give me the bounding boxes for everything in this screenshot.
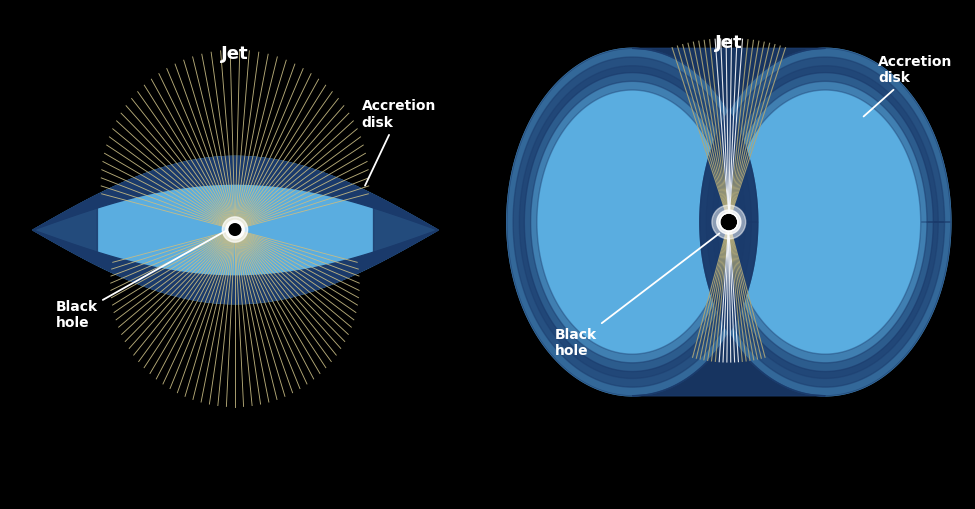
Polygon shape (507, 48, 758, 396)
Text: Jet: Jet (715, 34, 743, 52)
Text: Black
hole: Black hole (555, 234, 720, 358)
Text: Black
hole: Black hole (56, 231, 225, 330)
Polygon shape (520, 66, 745, 379)
Circle shape (722, 214, 736, 230)
Polygon shape (706, 57, 945, 387)
Polygon shape (700, 48, 951, 396)
Polygon shape (713, 66, 938, 379)
Circle shape (226, 220, 244, 239)
Circle shape (222, 217, 248, 242)
Circle shape (228, 223, 242, 236)
Polygon shape (700, 48, 951, 396)
Polygon shape (507, 48, 758, 396)
Text: Accretion
disk: Accretion disk (864, 55, 953, 117)
Circle shape (717, 210, 741, 234)
Polygon shape (513, 57, 752, 387)
Circle shape (712, 205, 746, 239)
Text: (b): (b) (717, 479, 742, 498)
Text: Jet: Jet (221, 45, 249, 64)
Text: (a): (a) (221, 479, 247, 498)
Text: Accretion
disk: Accretion disk (362, 99, 436, 186)
Polygon shape (633, 48, 825, 396)
